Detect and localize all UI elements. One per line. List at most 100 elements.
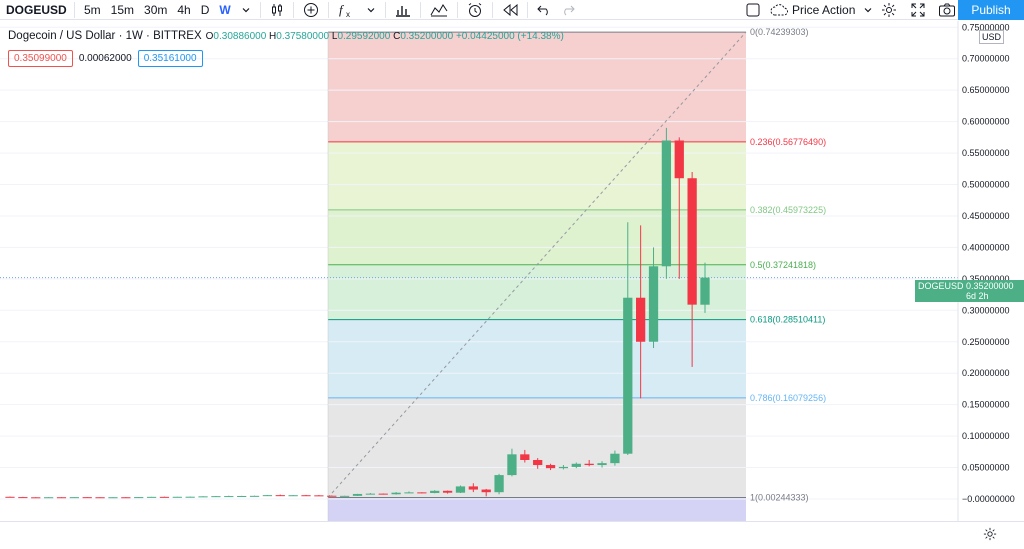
candle-body: [43, 497, 54, 499]
bid-ask-row: 0.35099000 0.00062000 0.35161000: [8, 50, 203, 67]
gear-icon[interactable]: [983, 527, 997, 546]
toolbar-divider: [259, 1, 261, 18]
candle-body: [378, 493, 388, 495]
buy-price-button[interactable]: 0.35161000: [137, 50, 203, 67]
bar-countdown: 6d 2h: [966, 291, 989, 301]
currency-label[interactable]: USD: [979, 30, 1005, 44]
price-tick-label: 0.35000000: [962, 274, 1010, 284]
chevron-down-icon[interactable]: [361, 0, 381, 20]
interval-15m[interactable]: 15m: [110, 2, 135, 17]
interval-5m[interactable]: 5m: [84, 2, 101, 17]
replay-icon[interactable]: [497, 0, 523, 20]
last-price-value: 0.35200000: [966, 281, 1014, 291]
candle-body: [95, 497, 105, 499]
candle-body: [391, 492, 401, 495]
bar-chart-icon[interactable]: [390, 0, 416, 20]
candle-body: [249, 495, 260, 497]
candle-body: [661, 140, 672, 267]
candle-body: [224, 496, 234, 498]
cloud-icon: [770, 4, 788, 16]
candle-body: [108, 497, 118, 499]
price-tick-label: 0.15000000: [962, 400, 1010, 410]
fib-level-label: 1(0.00244333): [750, 492, 809, 502]
toolbar-divider: [327, 1, 329, 18]
price-tick-label: 0.60000000: [962, 117, 1010, 127]
fib-level-label: 0.5(0.37241818): [750, 260, 816, 270]
add-indicator-icon[interactable]: [298, 0, 324, 20]
chart-legend: Dogecoin / US Dollar · 1W · BITTREX O0.3…: [8, 30, 564, 42]
interval-30m[interactable]: 30m: [144, 2, 168, 17]
fib-trend-line: [327, 31, 747, 498]
layout-name-label: Price Action: [792, 3, 856, 17]
candle-body: [571, 463, 581, 467]
candle-body: [288, 495, 298, 497]
alert-chart-icon[interactable]: [425, 0, 453, 20]
low-value: 0.29592000: [337, 30, 391, 42]
interval-1w[interactable]: W: [219, 2, 231, 17]
high-label: H: [269, 30, 277, 42]
candle-body: [237, 495, 247, 497]
toolbar-divider: [292, 1, 294, 18]
price-tick-label: 0.10000000: [962, 431, 1010, 441]
candle-body: [455, 486, 466, 493]
candle-body: [198, 496, 208, 498]
candle-body: [610, 453, 620, 464]
toolbar-divider: [384, 1, 386, 18]
candles-icon[interactable]: [265, 0, 289, 20]
candle-body: [481, 489, 491, 493]
price-tick-label: 0.45000000: [962, 211, 1010, 221]
last-price-symbol: DOGEUSD: [918, 281, 964, 291]
candle-body: [533, 459, 543, 466]
fib-level-label: 0.236(0.56776490): [750, 137, 826, 147]
layout-name[interactable]: Price Action: [770, 0, 873, 20]
redo-icon[interactable]: [556, 0, 580, 20]
toolbar-divider: [74, 1, 75, 18]
sell-price-button[interactable]: 0.35099000: [8, 50, 73, 67]
price-tick-label: 0.55000000: [962, 148, 1010, 158]
candle-body: [172, 496, 182, 498]
candle-body: [56, 497, 67, 499]
fullscreen-icon[interactable]: [905, 0, 931, 20]
candle-body: [301, 495, 311, 497]
change-value: +0.04425000 (+14.38%): [455, 30, 564, 42]
interval-4h[interactable]: 4h: [177, 2, 191, 17]
last-price-value-tag: 0.35200000 6d 2h: [963, 280, 1024, 302]
candle-body: [18, 497, 28, 499]
close-value: 0.35200000: [400, 30, 454, 42]
chevron-down-icon[interactable]: [236, 0, 256, 20]
camera-icon[interactable]: [933, 0, 961, 20]
candle-body: [636, 297, 646, 342]
interval-1d[interactable]: D: [200, 2, 210, 17]
price-tick-label: 0.75000000: [962, 22, 1010, 32]
fib-level-label: 0(0.74239303): [750, 27, 809, 37]
publish-button[interactable]: Publish: [958, 0, 1024, 20]
gear-icon[interactable]: [876, 0, 902, 20]
price-tick-label: 0.30000000: [962, 305, 1010, 315]
chevron-down-icon: [863, 5, 873, 15]
candle-body: [404, 492, 414, 494]
symbol-search[interactable]: DOGEUSD: [6, 2, 67, 17]
candle-body: [520, 454, 530, 460]
fib-level-label: 0.618(0.28510411): [750, 315, 825, 325]
candle-body: [545, 465, 556, 469]
candle-body: [211, 496, 221, 498]
candle-body: [275, 495, 285, 497]
candle-body: [262, 495, 273, 497]
candle-body: [417, 492, 427, 494]
svg-text:f: f: [339, 2, 345, 17]
price-tick-label: 0.65000000: [962, 85, 1010, 95]
alarm-clock-icon[interactable]: [462, 0, 488, 20]
square-icon[interactable]: [740, 0, 766, 20]
open-label: O: [205, 30, 214, 42]
toolbar-divider: [526, 1, 528, 18]
undo-icon[interactable]: [532, 0, 556, 20]
toolbar-divider: [419, 1, 421, 18]
candle-body: [121, 497, 131, 499]
candle-body: [146, 496, 157, 498]
fib-zone: [328, 497, 746, 521]
chart-canvas[interactable]: 0(0.74239303) 0.236(0.56776490) 0.382(0.45…: [0, 21, 1024, 521]
candle-body: [5, 496, 15, 498]
candle-body: [648, 266, 659, 342]
candle-body: [623, 297, 633, 454]
